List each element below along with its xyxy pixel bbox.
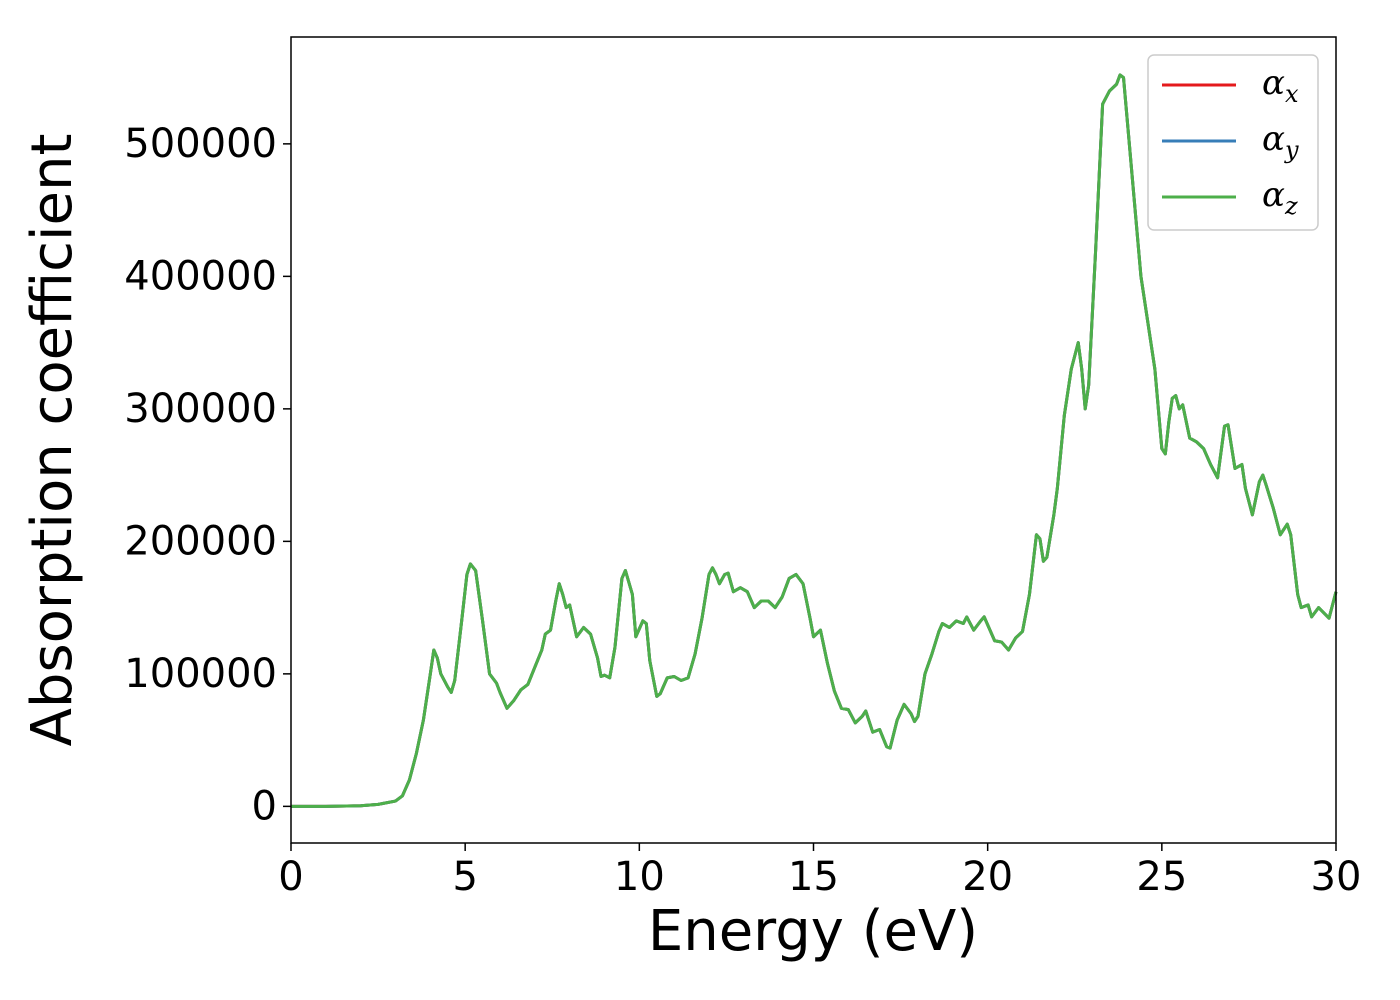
legend-label: αy xyxy=(1262,119,1299,164)
y-tick-label: 200000 xyxy=(124,518,277,564)
y-tick-label: 400000 xyxy=(124,253,277,299)
y-tick-label: 300000 xyxy=(124,386,277,432)
x-tick-label: 15 xyxy=(788,854,839,900)
x-tick-label: 25 xyxy=(1136,854,1187,900)
x-tick-label: 30 xyxy=(1311,854,1362,900)
y-axis-label: Absorption coefficient xyxy=(20,134,85,747)
x-tick-label: 20 xyxy=(962,854,1013,900)
legend-label: αz xyxy=(1262,175,1298,220)
plot-frame xyxy=(290,36,1337,844)
x-tick-label: 10 xyxy=(614,854,665,900)
y-tick-label: 500000 xyxy=(124,121,277,167)
series-line xyxy=(291,73,1338,808)
x-axis-label: Energy (eV) xyxy=(648,899,978,964)
legend-label: αx xyxy=(1262,63,1299,108)
y-tick-label: 100000 xyxy=(124,651,277,697)
x-tick-label: 5 xyxy=(452,854,477,900)
x-tick-label: 0 xyxy=(278,854,303,900)
y-tick-label: 0 xyxy=(252,783,277,829)
